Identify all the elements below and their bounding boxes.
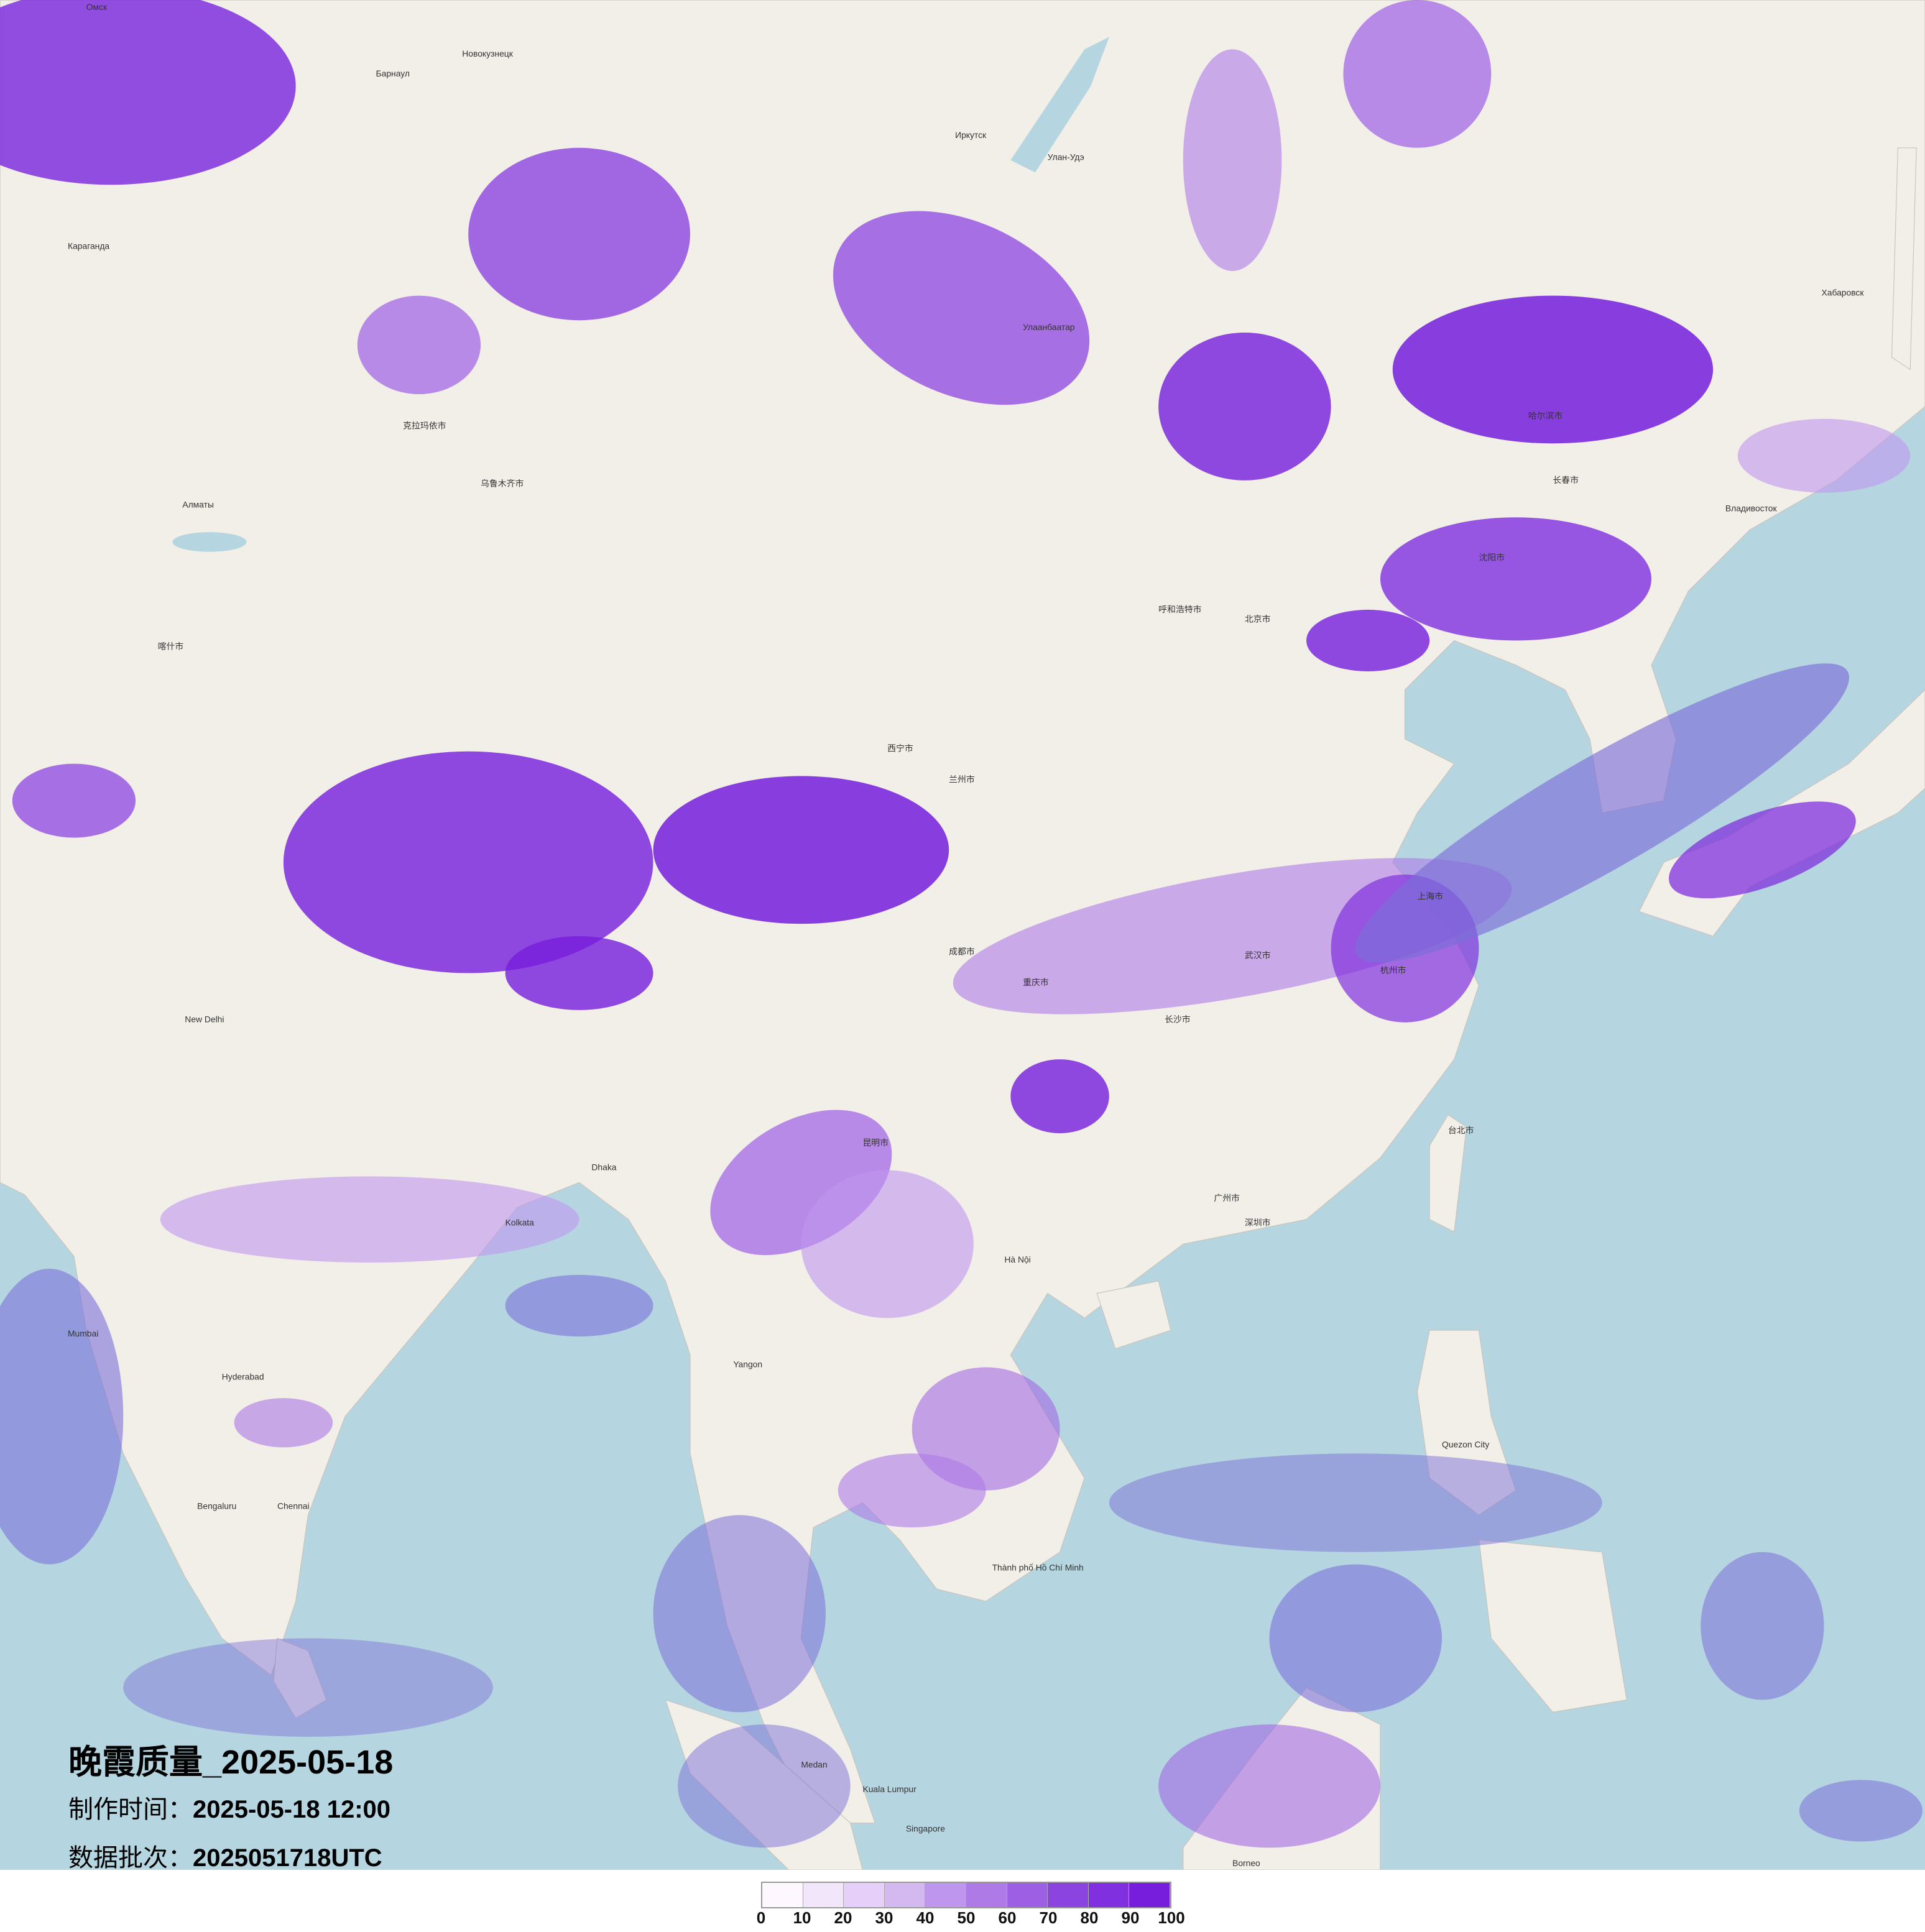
svg-text:New Delhi: New Delhi: [185, 1014, 224, 1024]
map-title: 晚霞质量_2025-05-18: [68, 1744, 394, 1781]
legend-swatch: [844, 1883, 885, 1907]
legend-swatch: [925, 1883, 966, 1907]
legend-swatch: [1129, 1883, 1170, 1907]
legend-tick-label: 0: [756, 1908, 766, 1927]
taiwan: [1429, 1114, 1467, 1233]
legend-swatch: [884, 1883, 926, 1907]
legend-tick-label: 20: [834, 1908, 852, 1927]
legend-tick-label: 100: [1158, 1908, 1185, 1927]
svg-text:台北市: 台北市: [1448, 1125, 1474, 1135]
svg-text:兰州市: 兰州市: [949, 774, 975, 784]
svg-text:广州市: 广州市: [1214, 1193, 1240, 1203]
lake-baikal: [1010, 37, 1109, 173]
svg-text:Chennai: Chennai: [277, 1501, 310, 1511]
map-canvas[interactable]: Омск Барнаул Новокузнецк Иркутск Улан-Уд…: [0, 0, 1925, 1870]
legend-tick-label: 90: [1121, 1908, 1140, 1927]
svg-text:成都市: 成都市: [949, 947, 975, 957]
philippines-south: [1478, 1539, 1628, 1713]
hainan: [1096, 1281, 1171, 1350]
lakes: [172, 37, 1109, 552]
legend-swatch: [762, 1883, 803, 1907]
legend-tick-label: 80: [1080, 1908, 1099, 1927]
svg-text:Владивосток: Владивосток: [1725, 503, 1778, 513]
svg-text:Новокузнецк: Новокузнецк: [462, 48, 513, 58]
svg-text:西宁市: 西宁市: [887, 743, 913, 753]
svg-text:Kuala Lumpur: Kuala Lumpur: [862, 1784, 916, 1794]
svg-text:Улан-Удэ: Улан-Удэ: [1048, 152, 1084, 162]
svg-text:重庆市: 重庆市: [1023, 977, 1049, 987]
svg-text:Алматы: Алматы: [182, 499, 214, 509]
svg-text:乌鲁木齐市: 乌鲁木齐市: [481, 479, 524, 489]
legend-swatch: [803, 1883, 844, 1907]
legend-tick-label: 10: [793, 1908, 811, 1927]
svg-text:Омск: Омск: [86, 2, 108, 12]
legend-swatch: [1048, 1883, 1089, 1907]
svg-text:喀什市: 喀什市: [158, 641, 184, 651]
sri-lanka: [273, 1637, 327, 1719]
data-batch-value: 2025051718UTC: [193, 1844, 382, 1872]
svg-text:Караганда: Караганда: [68, 241, 109, 251]
production-time: 制作时间：2025-05-18 12:00: [68, 1789, 390, 1825]
svg-text:杭州市: 杭州市: [1380, 965, 1406, 975]
legend-tick-label: 30: [875, 1908, 893, 1927]
svg-text:Барнаул: Барнаул: [376, 68, 410, 78]
svg-text:Thành phố Hồ Chí Minh: Thành phố Hồ Chí Minh: [992, 1562, 1084, 1572]
production-time-value: 2025-05-18 12:00: [193, 1796, 391, 1823]
svg-text:Kolkata: Kolkata: [505, 1218, 535, 1228]
svg-text:Hyderabad: Hyderabad: [222, 1371, 264, 1381]
svg-text:Bengaluru: Bengaluru: [197, 1501, 236, 1511]
legend-tick-label: 60: [998, 1908, 1017, 1927]
svg-text:Улаанбаатар: Улаанбаатар: [1023, 322, 1075, 332]
svg-text:Хабаровск: Хабаровск: [1822, 288, 1865, 298]
legend-tick-label: 40: [916, 1908, 935, 1927]
svg-text:Yangon: Yangon: [733, 1359, 762, 1369]
svg-text:北京市: 北京市: [1245, 614, 1271, 624]
svg-text:长春市: 长春市: [1553, 475, 1579, 485]
svg-text:Dhaka: Dhaka: [591, 1162, 616, 1172]
legend-swatch: [966, 1883, 1007, 1907]
svg-text:呼和浩特市: 呼和浩特市: [1158, 604, 1201, 614]
svg-text:哈尔滨市: 哈尔滨市: [1528, 411, 1563, 421]
legend-tick-labels: 0 10 20 30 40 50 60 70 80 90 100: [757, 1908, 1185, 1931]
lake-balkhash: [172, 532, 247, 552]
svg-text:Quezon City: Quezon City: [1442, 1439, 1489, 1449]
svg-text:长沙市: 长沙市: [1165, 1014, 1191, 1024]
legend-swatch: [1007, 1883, 1048, 1907]
svg-text:Medan: Medan: [801, 1760, 827, 1770]
legend-swatch: [1088, 1883, 1130, 1907]
svg-text:武汉市: 武汉市: [1245, 950, 1271, 960]
legend-tick-label: 70: [1039, 1908, 1058, 1927]
map-labels: Омск Барнаул Новокузнецк Иркутск Улан-Уд…: [68, 2, 1864, 1868]
production-time-label: 制作时间：: [68, 1796, 193, 1823]
svg-text:Borneo: Borneo: [1232, 1858, 1260, 1868]
svg-text:上海市: 上海市: [1417, 891, 1443, 901]
sakhalin: [1891, 147, 1917, 370]
legend-tick-label: 50: [957, 1908, 976, 1927]
mainland-asia: [0, 0, 1925, 1824]
svg-text:Иркутск: Иркутск: [955, 130, 987, 140]
sunset-quality-overlay: [0, 0, 1923, 1848]
data-batch: 数据批次：2025051718UTC: [68, 1838, 382, 1874]
svg-text:深圳市: 深圳市: [1245, 1218, 1271, 1228]
svg-text:Singapore: Singapore: [906, 1824, 945, 1834]
svg-text:昆明市: 昆明市: [862, 1138, 889, 1148]
svg-text:沈阳市: 沈阳市: [1479, 553, 1505, 563]
data-batch-label: 数据批次：: [68, 1844, 193, 1872]
color-legend: [761, 1882, 1171, 1908]
svg-text:克拉玛依市: 克拉玛依市: [403, 421, 446, 431]
svg-text:Mumbai: Mumbai: [68, 1328, 98, 1338]
svg-text:Hà Nội: Hà Nội: [1004, 1254, 1030, 1264]
